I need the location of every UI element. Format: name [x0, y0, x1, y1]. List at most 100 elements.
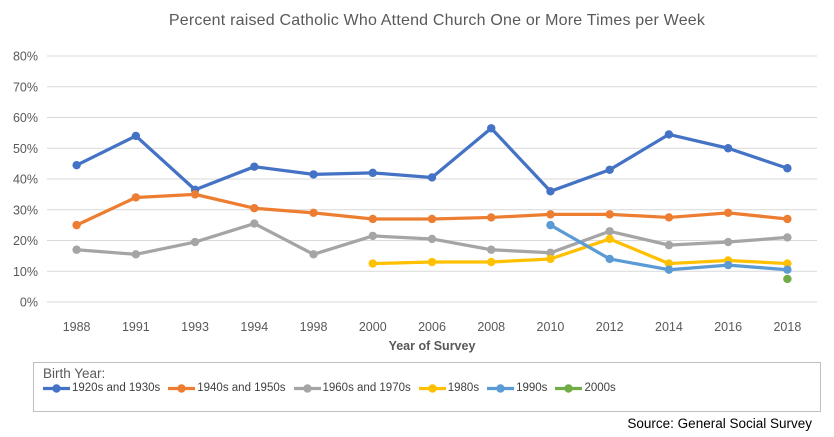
- data-point: [487, 245, 496, 254]
- series-2000s: [783, 274, 792, 284]
- data-point: [783, 265, 792, 274]
- data-point: [309, 250, 318, 259]
- y-axis-tick-label: 40%: [13, 173, 38, 187]
- x-axis-tick-label: 2008: [477, 320, 505, 334]
- series-line: [371, 237, 790, 266]
- x-axis-tick-label: 1998: [300, 320, 328, 334]
- x-axis-tick-label: 2006: [418, 320, 446, 334]
- data-point: [546, 254, 555, 264]
- data-point: [783, 164, 792, 173]
- legend-marker-dot: [564, 383, 574, 393]
- legend-label: 2000s: [584, 382, 616, 394]
- legend-marker-dot: [496, 383, 505, 393]
- data-point: [131, 131, 141, 141]
- x-axis-tick-label: 1988: [63, 320, 91, 334]
- legend-marker-dot: [177, 383, 186, 393]
- legend-row: 1920s and 1930s 1940s and 1950s 1960s and …: [43, 382, 812, 394]
- x-axis-tick-label: 2016: [714, 320, 742, 334]
- legend-label: 1960s and 1970s: [322, 382, 411, 394]
- data-point: [546, 220, 555, 230]
- source-note: Source: General Social Survey: [627, 416, 812, 431]
- data-point: [723, 260, 733, 270]
- legend-item-1960s-and-1970s: 1960s and 1970s: [293, 382, 411, 394]
- x-axis-tick-label: 2014: [655, 320, 683, 334]
- data-point: [664, 259, 674, 268]
- legend-label: 1980s: [447, 382, 480, 394]
- data-point: [131, 250, 141, 259]
- x-axis-tick-label: 2018: [773, 320, 801, 334]
- data-point: [427, 234, 437, 244]
- data-point: [131, 193, 141, 202]
- legend-label: 1920s and 1930s: [72, 382, 161, 394]
- y-axis-tick-label: 80%: [13, 50, 38, 64]
- y-axis-tick-label: 20%: [13, 234, 38, 248]
- series-line: [74, 126, 790, 193]
- chart-title: Percent raised Catholic Who Attend Churc…: [168, 12, 706, 29]
- x-axis-tick-label: 1993: [181, 320, 209, 334]
- legend-marker-icon: [555, 383, 583, 393]
- x-axis-tick-label: 2010: [537, 320, 565, 334]
- legend-marker-dot: [302, 383, 312, 393]
- legend-marker-icon: [487, 383, 515, 393]
- data-point: [605, 210, 614, 219]
- series-1940s-and-1950s: [72, 190, 792, 230]
- data-point: [368, 231, 377, 241]
- data-point: [250, 162, 259, 171]
- x-axis-tick-label: 2012: [596, 320, 624, 334]
- legend-item-1990s: 1990s: [487, 382, 547, 394]
- legend-marker-icon: [43, 383, 70, 393]
- legend-marker-dot: [52, 383, 61, 393]
- legend-item-1980s: 1980s: [418, 382, 480, 394]
- data-point: [72, 160, 81, 170]
- data-point: [250, 204, 259, 213]
- data-point: [664, 213, 674, 222]
- legend-box: Birth Year: 1920s and 1930s 1940s and 195…: [33, 362, 821, 412]
- series-1960s-and-1970s: [72, 219, 792, 259]
- data-point: [309, 170, 318, 179]
- y-axis-tick-label: 10%: [13, 265, 38, 279]
- data-point: [72, 220, 81, 230]
- data-point: [546, 210, 555, 219]
- data-point: [546, 187, 555, 196]
- data-point: [664, 240, 674, 250]
- legend-label: 1940s and 1950s: [197, 382, 286, 394]
- data-point: [605, 227, 614, 236]
- x-axis-tick-label: 1994: [240, 320, 268, 334]
- series-1920s-and-1930s: [72, 124, 792, 196]
- data-point: [487, 124, 496, 133]
- data-point: [605, 234, 614, 244]
- legend-item-1920s-and-1930s: 1920s and 1930s: [43, 382, 160, 394]
- x-axis-tick-label: 2000: [359, 320, 387, 334]
- legend-label: 1990s: [516, 382, 548, 394]
- data-point: [664, 265, 674, 274]
- data-point: [427, 257, 437, 267]
- x-axis-title: Year of Survey: [389, 339, 476, 353]
- legend-marker-icon: [418, 383, 446, 393]
- data-point: [723, 144, 733, 153]
- data-point: [190, 237, 200, 247]
- y-axis-tick-label: 0%: [20, 296, 38, 310]
- data-point: [427, 214, 437, 224]
- line-chart: 0% 10% 20% 30% 40% 50% 60% 70% 80% 1988 1991 1993 19…: [13, 50, 817, 353]
- data-point: [605, 254, 614, 264]
- data-point: [250, 219, 259, 228]
- legend-item-2000s: 2000s: [555, 382, 616, 394]
- y-axis-tick-label: 50%: [13, 142, 38, 156]
- y-axis-tick-label: 70%: [13, 80, 38, 94]
- y-axis-tick-label: 30%: [13, 203, 38, 217]
- legend-marker-icon: [168, 383, 196, 393]
- data-point: [487, 213, 496, 222]
- data-point: [368, 168, 377, 178]
- data-point: [783, 233, 792, 242]
- series-1980s: [368, 234, 792, 268]
- legend-marker-dot: [428, 383, 437, 393]
- data-point: [546, 248, 555, 257]
- data-point: [427, 173, 437, 182]
- legend-item-1940s-and-1950s: 1940s and 1950s: [168, 382, 286, 394]
- data-point: [783, 214, 792, 224]
- x-axis-tick-label: 1991: [122, 320, 150, 334]
- data-point: [605, 165, 614, 174]
- data-point: [72, 245, 81, 254]
- data-point: [309, 208, 318, 218]
- data-point: [723, 208, 733, 218]
